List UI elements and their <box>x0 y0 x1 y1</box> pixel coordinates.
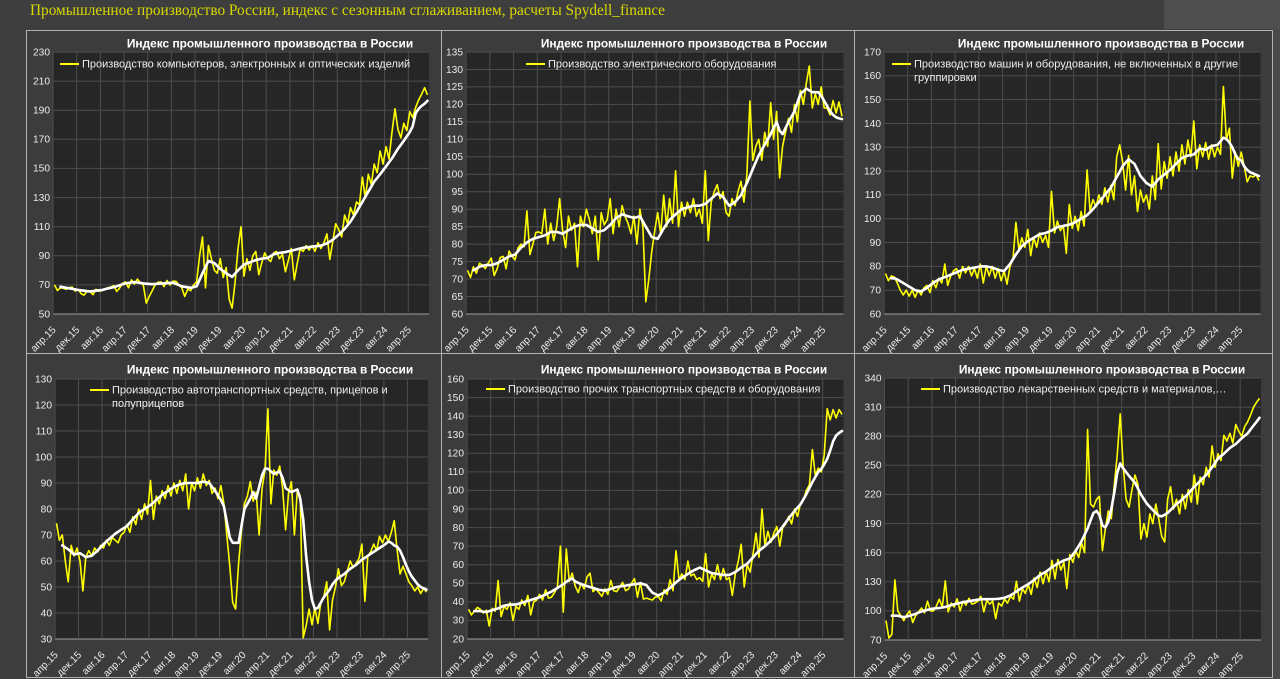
svg-text:160: 160 <box>864 71 881 82</box>
svg-text:130: 130 <box>35 374 52 385</box>
svg-text:85: 85 <box>452 222 464 233</box>
svg-text:110: 110 <box>448 467 465 478</box>
svg-text:70: 70 <box>870 635 882 646</box>
svg-text:120: 120 <box>447 449 464 460</box>
svg-text:Индекс промышленного производс: Индекс промышленного производства в Росс… <box>127 363 413 377</box>
svg-text:Индекс промышленного производс: Индекс промышленного производства в Росс… <box>958 37 1244 51</box>
svg-text:130: 130 <box>447 430 464 441</box>
svg-text:90: 90 <box>452 205 464 216</box>
svg-text:30: 30 <box>41 634 53 645</box>
svg-text:170: 170 <box>864 47 881 58</box>
svg-text:Производство лекарственных сре: Производство лекарственных средств и мат… <box>943 384 1227 396</box>
svg-text:110: 110 <box>34 222 51 233</box>
svg-text:210: 210 <box>33 76 50 87</box>
svg-text:170: 170 <box>33 135 50 146</box>
svg-text:100: 100 <box>446 170 463 181</box>
svg-text:100: 100 <box>447 486 464 497</box>
svg-text:50: 50 <box>39 309 51 320</box>
svg-text:100: 100 <box>865 606 882 617</box>
svg-text:65: 65 <box>452 292 464 303</box>
svg-text:120: 120 <box>446 100 463 111</box>
svg-text:70: 70 <box>41 530 53 541</box>
svg-text:105: 105 <box>446 152 463 163</box>
svg-text:190: 190 <box>33 106 50 117</box>
svg-text:220: 220 <box>865 490 882 501</box>
svg-text:Индекс промышленного производс: Индекс промышленного производства в Росс… <box>127 37 413 51</box>
svg-text:90: 90 <box>39 251 51 262</box>
svg-text:Производство автотранспортных: Производство автотранспортных средств, п… <box>112 385 388 397</box>
svg-text:100: 100 <box>35 452 52 463</box>
svg-text:70: 70 <box>453 541 465 552</box>
svg-text:Производство машин и оборудова: Производство машин и оборудования, не вк… <box>914 59 1238 71</box>
svg-text:60: 60 <box>870 309 882 320</box>
svg-text:90: 90 <box>870 238 882 249</box>
svg-text:310: 310 <box>865 402 882 413</box>
svg-text:110: 110 <box>865 190 882 201</box>
svg-text:полуприцепов: полуприцепов <box>112 398 184 410</box>
svg-text:80: 80 <box>41 504 53 515</box>
svg-text:30: 30 <box>453 616 465 627</box>
svg-text:110: 110 <box>36 426 53 437</box>
svg-text:Производство компьютеров, элек: Производство компьютеров, электронных и … <box>82 59 410 71</box>
svg-text:160: 160 <box>865 548 882 559</box>
svg-text:140: 140 <box>447 411 464 422</box>
svg-text:115: 115 <box>447 117 464 128</box>
svg-text:130: 130 <box>864 143 881 154</box>
svg-text:60: 60 <box>453 560 465 571</box>
svg-text:Индекс промышленного производс: Индекс промышленного производства в Росс… <box>541 363 827 377</box>
svg-text:95: 95 <box>452 187 464 198</box>
svg-text:130: 130 <box>33 193 50 204</box>
svg-text:40: 40 <box>41 608 53 619</box>
svg-text:50: 50 <box>453 579 465 590</box>
svg-text:группировки: группировки <box>914 72 977 84</box>
svg-text:280: 280 <box>865 432 882 443</box>
svg-text:120: 120 <box>864 166 881 177</box>
svg-text:80: 80 <box>870 262 882 273</box>
svg-text:160: 160 <box>447 374 464 385</box>
svg-text:120: 120 <box>35 400 52 411</box>
svg-text:250: 250 <box>865 461 882 472</box>
svg-text:50: 50 <box>41 582 53 593</box>
svg-text:150: 150 <box>864 95 881 106</box>
svg-text:110: 110 <box>447 135 464 146</box>
svg-text:Индекс промышленного производс: Индекс промышленного производства в Росс… <box>541 37 827 51</box>
svg-text:90: 90 <box>41 478 53 489</box>
svg-text:100: 100 <box>864 214 881 225</box>
svg-text:90: 90 <box>453 504 465 515</box>
svg-text:190: 190 <box>865 519 882 530</box>
svg-text:150: 150 <box>447 393 464 404</box>
svg-text:80: 80 <box>452 239 464 250</box>
svg-text:Производство прочих транспортн: Производство прочих транспортных средств… <box>508 384 820 396</box>
svg-text:70: 70 <box>39 280 51 291</box>
svg-text:70: 70 <box>870 286 882 297</box>
svg-text:60: 60 <box>452 309 464 320</box>
svg-text:75: 75 <box>452 257 464 268</box>
svg-text:150: 150 <box>33 164 50 175</box>
svg-text:125: 125 <box>446 82 463 93</box>
svg-text:140: 140 <box>864 119 881 130</box>
svg-text:20: 20 <box>453 634 465 645</box>
svg-text:70: 70 <box>452 274 464 285</box>
svg-text:130: 130 <box>865 577 882 588</box>
svg-text:80: 80 <box>453 523 465 534</box>
svg-text:340: 340 <box>865 373 882 384</box>
svg-text:Производство электрического об: Производство электрического оборудования <box>548 59 777 71</box>
svg-text:230: 230 <box>33 47 50 58</box>
svg-text:135: 135 <box>446 47 463 58</box>
svg-text:130: 130 <box>446 65 463 76</box>
svg-text:60: 60 <box>41 556 53 567</box>
svg-text:40: 40 <box>453 597 465 608</box>
svg-text:Индекс промышленного производс: Индекс промышленного производства в Росс… <box>959 363 1245 377</box>
